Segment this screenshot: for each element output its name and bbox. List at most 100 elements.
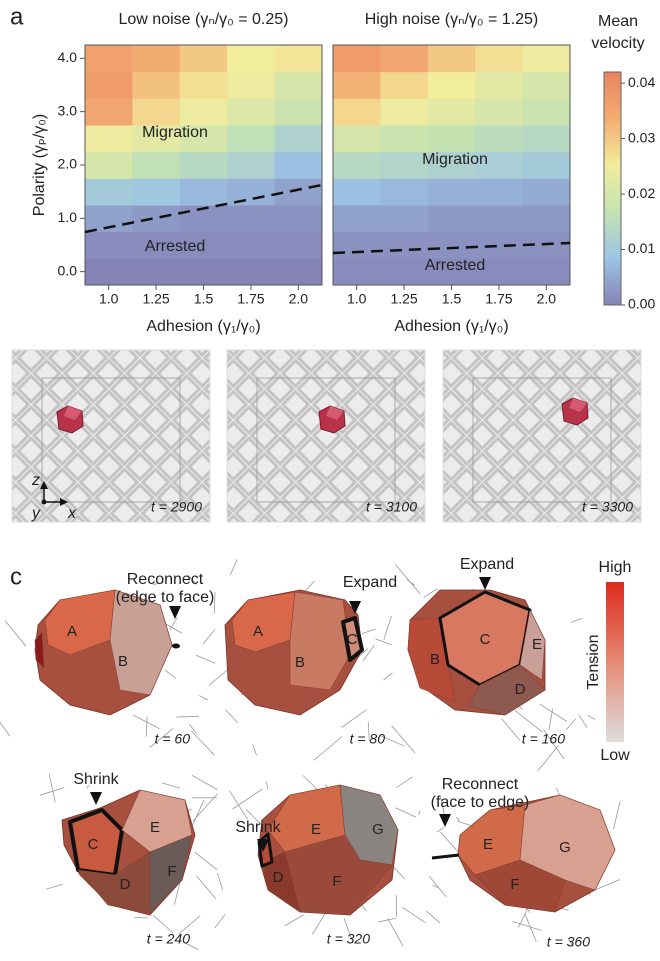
heatmap-cell [380,45,428,72]
mesh-edge [395,565,420,594]
x-tick-label: 1.75 [485,291,512,307]
annotation: (edge to face) [116,589,215,606]
heatmap-cell [523,72,571,99]
heatmap-cell [428,72,476,99]
axis-y [42,500,47,505]
heatmap-cell [275,232,323,259]
y-tick-label: 1.0 [58,209,78,225]
heatmap-cell [275,152,323,179]
heatmap-cell [428,178,476,205]
y-axis-title: Polarity (γₚ/γ₀) [31,114,48,216]
heatmap-cell [475,45,523,72]
mesh-edge [225,710,237,723]
heatmap-cell [333,258,381,285]
y-tick-label: 3.0 [58,102,78,118]
mesh-edge [203,629,215,644]
mesh-edge [341,710,366,728]
heatmap-cell [428,125,476,152]
annotation: Shrink [73,771,119,788]
heatmap-cell [132,258,180,285]
heatmap-cell [428,232,476,259]
heatmap-cell [227,72,275,99]
colorbar [604,72,621,305]
x-tick-label: 1.0 [347,291,367,307]
face-label: G [372,821,384,838]
heatmap-cell [275,125,323,152]
heatmap-cell [132,178,180,205]
mesh-edge [197,876,216,899]
mesh-edge [383,673,392,680]
heatmap-cell [180,45,228,72]
chart-title: Low noise (γₙ/γ₀ = 0.25) [119,11,289,28]
mesh-edge [515,710,543,732]
face-label: F [332,873,341,890]
mesh-edge [613,802,620,830]
edge [172,644,180,649]
heatmap-cell [275,72,323,99]
mesh-edge [376,639,392,645]
mesh-edge [253,745,257,756]
time-label: t = 80 [350,731,386,747]
heatmap-cell [132,72,180,99]
tension-title: Tension [585,634,602,689]
heatmap-cell [180,152,228,179]
annotation: Migration [422,151,488,168]
mesh-edge [314,736,343,760]
mesh-edge [176,716,199,717]
time-label: t = 2900 [151,499,202,515]
heatmap-cell [380,205,428,232]
heatmap-cell [475,72,523,99]
x-tick-label: 2.0 [289,291,309,307]
time-label: t = 3300 [582,499,633,515]
colorbar-tick-label: 0.04 [628,74,655,90]
heatmap-cell [227,232,275,259]
arrow [439,814,451,827]
heatmap-cell [475,205,523,232]
mesh-edge [192,775,217,789]
heatmap-cell [333,178,381,205]
x-tick-label: 1.5 [442,291,462,307]
face-label: E [150,819,160,836]
mesh-edge [397,777,413,788]
annotation: Expand [460,556,514,573]
colorbar-tick-label: 0.01 [628,240,655,256]
heatmap-cell [132,45,180,72]
heatmap-cell [380,98,428,125]
heatmap-cell [333,98,381,125]
mesh-edge [571,618,582,622]
heatmap-cell [333,45,381,72]
annotation: Expand [343,574,397,591]
mesh-edge [199,695,208,700]
mesh-edge [193,800,205,825]
colorbar-tick-label: 0.00 [628,296,655,312]
face-label: D [515,681,526,698]
heatmap-cell [523,205,571,232]
axis-name: x [67,505,77,522]
axis-name: z [31,472,40,489]
y-tick-label: 2.0 [58,156,78,172]
face-label: A [253,623,263,640]
annotation: Arrested [145,238,205,255]
face-label: D [120,876,131,893]
mesh-edge [285,915,304,926]
time-label: t = 240 [147,931,190,947]
face-label: E [483,836,493,853]
face-label: F [167,863,176,880]
annotation: Reconnect [127,571,204,588]
mesh-edge [363,645,374,661]
y-tick-label: 0.0 [58,262,78,278]
face-label: C [347,631,358,648]
mesh-edge [501,719,519,741]
heatmap-cell [380,178,428,205]
panel-label: a [10,3,24,30]
heatmap-cell [380,258,428,285]
heatmap-cell [85,258,133,285]
face-label: E [311,821,321,838]
heatmap-cell [132,205,180,232]
mesh-edge [525,913,537,941]
mesh-edge [229,791,247,820]
mesh-edge [426,911,440,923]
heatmap-cell [85,232,133,259]
heatmap-cell [333,205,381,232]
mesh-edge [46,884,63,889]
